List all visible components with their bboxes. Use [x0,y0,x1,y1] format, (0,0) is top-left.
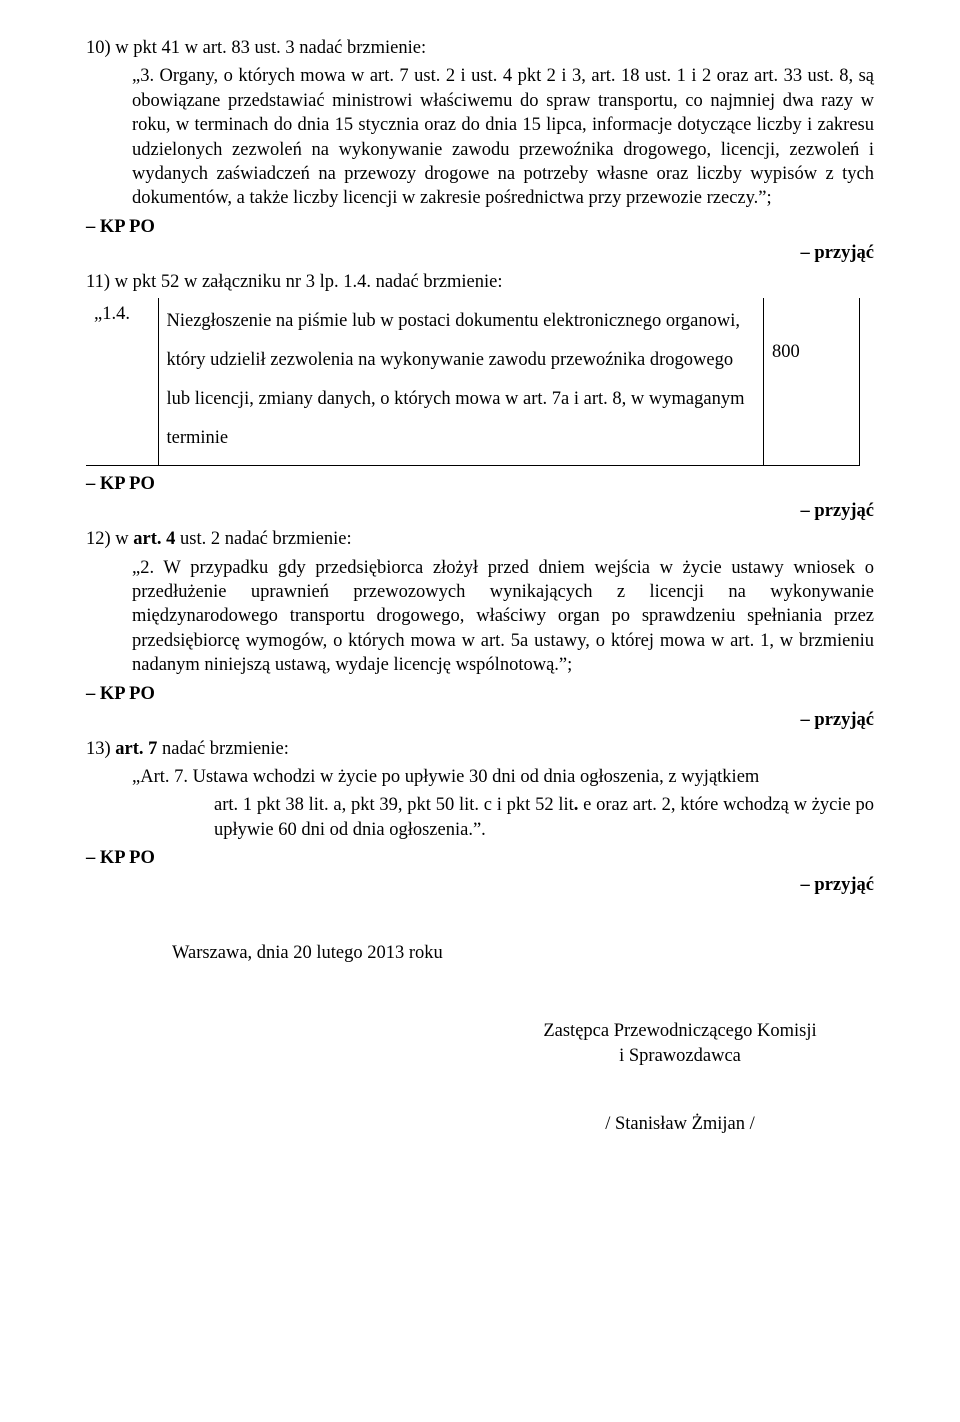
item-13-lead: 13) art. 7 nadać brzmienie: [86,737,874,761]
item-13-line1: „Art. 7. Ustawa wchodzi w życie po upływ… [132,765,874,789]
table-cell-id: „1.4. [86,298,158,466]
annex-table: „1.4. Niezgłoszenie na piśmie lub w post… [86,298,860,466]
signature-block: Zastępca Przewodniczącego Komisji i Spra… [486,1019,874,1136]
kp-po-3: – KP PO [86,682,874,706]
sig-title-2: i Sprawozdawca [486,1044,874,1068]
table-cell-desc: Niezgłoszenie na piśmie lub w postaci do… [158,298,764,466]
item-12-lead: 12) w art. 4 ust. 2 nadać brzmienie: [86,527,874,551]
sig-title-1: Zastępca Przewodniczącego Komisji [486,1019,874,1043]
accept-4: – przyjąć [86,873,874,897]
item-10-lead: 10) w pkt 41 w art. 83 ust. 3 nadać brzm… [86,36,874,60]
date-line: Warszawa, dnia 20 lutego 2013 roku [172,941,874,965]
kp-po-2: – KP PO [86,472,874,496]
item-13-rest: art. 1 pkt 38 lit. a, pkt 39, pkt 50 lit… [214,793,874,842]
table-cell-value: 800 [764,298,860,466]
accept-2: – przyjąć [86,499,874,523]
item-12-body: „2. W przypadku gdy przedsiębiorca złoży… [132,556,874,678]
kp-po-4: – KP PO [86,846,874,870]
sig-name: / Stanisław Żmijan / [486,1112,874,1136]
accept-3: – przyjąć [86,708,874,732]
accept-1: – przyjąć [86,241,874,265]
kp-po-1: – KP PO [86,215,874,239]
item-10-body: „3. Organy, o których mowa w art. 7 ust.… [132,64,874,210]
item-11-lead: 11) w pkt 52 w załączniku nr 3 lp. 1.4. … [86,270,874,294]
